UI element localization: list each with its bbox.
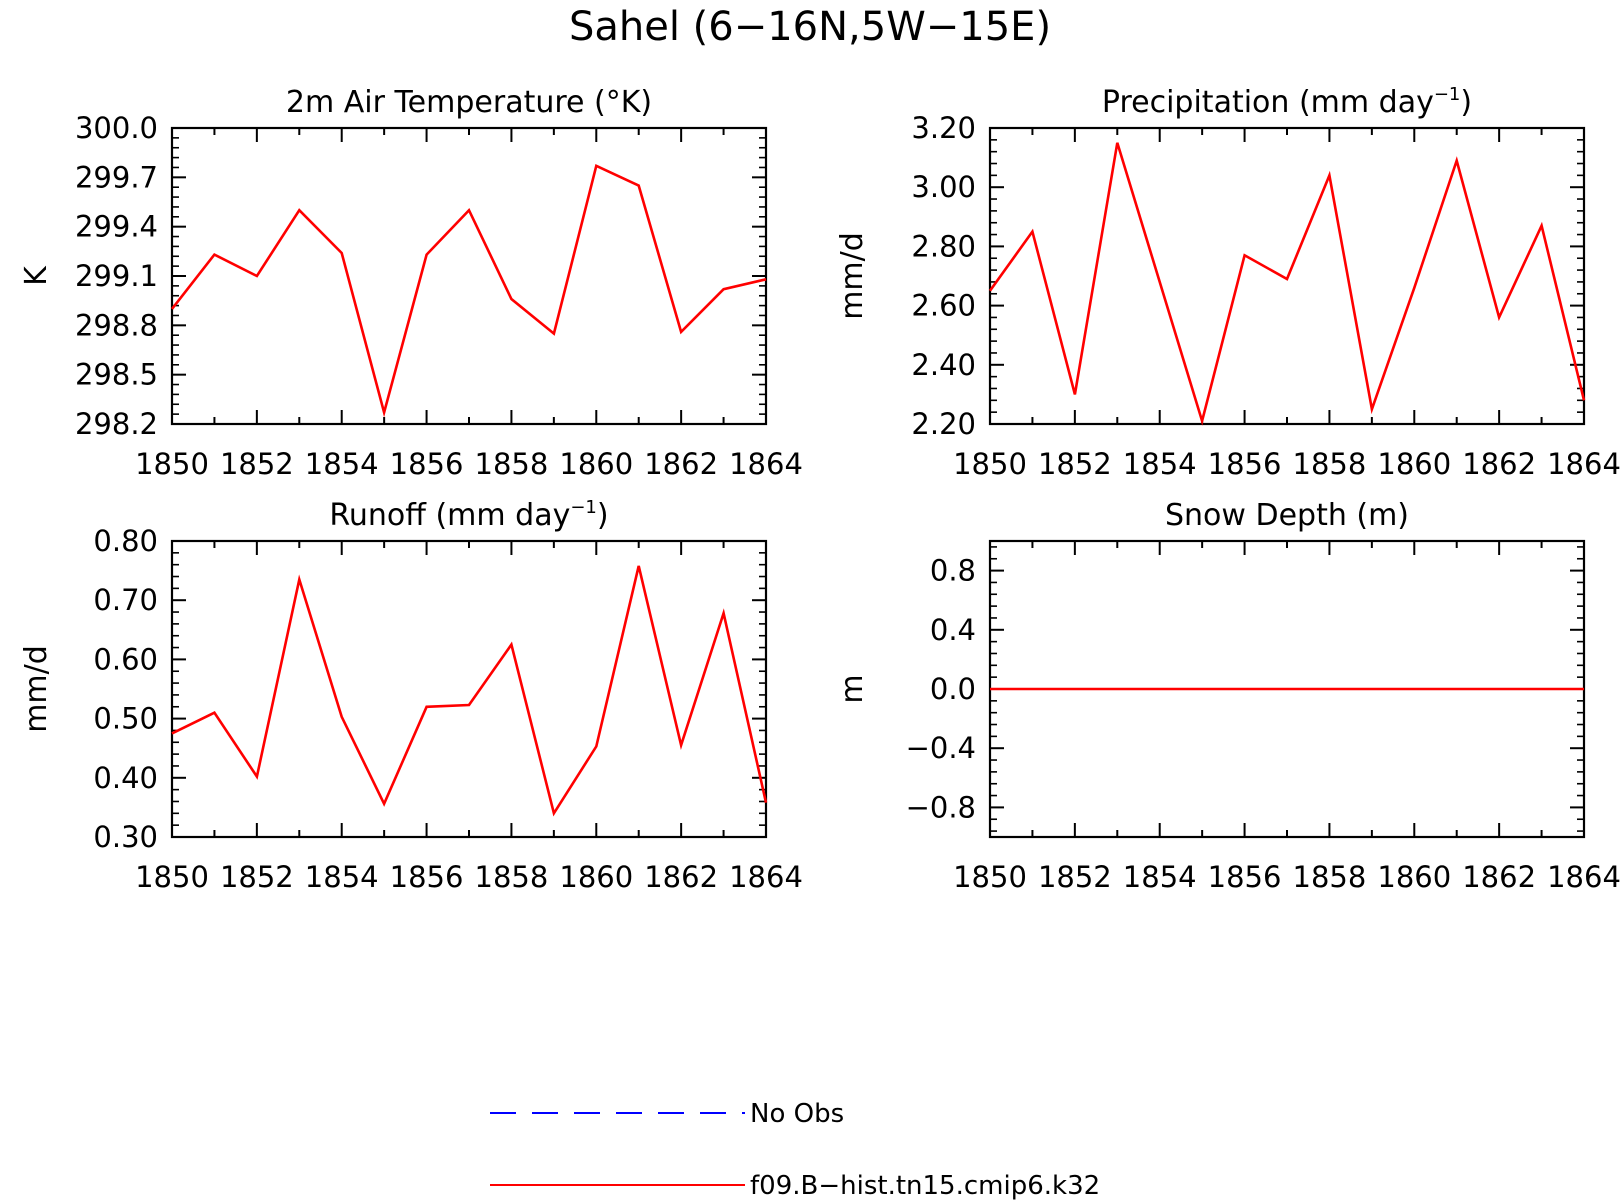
x-tick-label: 1852 <box>220 860 294 894</box>
y-axis-label: mm/d <box>19 645 54 733</box>
x-tick-label: 1854 <box>305 447 379 481</box>
x-tick-label: 1856 <box>390 447 464 481</box>
panel-title: 2m Air Temperature (°K) <box>286 85 652 120</box>
y-tick-label: 3.00 <box>911 170 976 204</box>
x-tick-label: 1862 <box>1462 447 1536 481</box>
legend-label-2: f09.B−hist.tn15.cmip6.k32 <box>750 1171 1100 1200</box>
y-tick-label: 0.80 <box>93 524 158 558</box>
y-tick-label: 0.40 <box>93 761 158 795</box>
y-axis-label: K <box>19 265 54 286</box>
x-tick-label: 1860 <box>559 860 633 894</box>
panel-title: Snow Depth (m) <box>1165 498 1409 533</box>
plot-frame <box>170 126 768 426</box>
x-tick-label: 1862 <box>1462 860 1536 894</box>
y-tick-label: 2.80 <box>911 229 976 263</box>
y-tick-label: 298.8 <box>75 308 158 342</box>
x-tick-label: 1854 <box>1123 447 1197 481</box>
y-tick-label: 0.50 <box>93 702 158 736</box>
chart-panel-3: Runoff (mm day−1) 1850 1852 1854 1856 1858 186… <box>19 497 803 894</box>
series-line <box>170 163 767 418</box>
y-tick-label: 300.0 <box>75 111 158 145</box>
y-tick-label: 299.1 <box>75 259 158 293</box>
y-tick-label: −0.8 <box>906 790 976 824</box>
x-tick-label: 1862 <box>644 860 718 894</box>
chart-panel-4: Snow Depth (m) 1850 1852 1854 1856 1858 1860 18… <box>835 498 1621 894</box>
y-tick-label: 0.30 <box>93 820 158 854</box>
x-tick-label: 1860 <box>559 447 633 481</box>
x-tick-label: 1858 <box>475 447 549 481</box>
panel-title: Precipitation (mm day−1) <box>1102 84 1472 120</box>
y-tick-label: −0.4 <box>906 731 976 765</box>
panels: 2m Air Temperature (°K) 1850 1852 1854 1856 1… <box>19 84 1621 894</box>
y-tick-label: 2.40 <box>911 348 976 382</box>
chart-panel-1: 2m Air Temperature (°K) 1850 1852 1854 1856 1… <box>19 85 803 481</box>
x-tick-label: 1856 <box>1208 860 1282 894</box>
x-tick-label: 1852 <box>1038 860 1112 894</box>
x-tick-label: 1858 <box>475 860 549 894</box>
x-tick-label: 1856 <box>390 860 464 894</box>
x-tick-label: 1850 <box>135 860 209 894</box>
chart-panel-2: Precipitation (mm day−1) 1850 1852 1854 1856… <box>835 84 1621 481</box>
x-tick-label: 1850 <box>135 447 209 481</box>
x-tick-label: 1864 <box>729 860 803 894</box>
y-axis-label: mm/d <box>835 232 870 320</box>
y-tick-label: 298.5 <box>75 358 158 392</box>
y-tick-label: 0.70 <box>93 583 158 617</box>
y-tick-label: 299.4 <box>75 210 158 244</box>
y-tick-label: 299.7 <box>75 160 158 194</box>
series-line <box>988 142 1586 426</box>
plot-frame <box>170 539 768 839</box>
main-title: Sahel (6−16N,5W−15E) <box>569 4 1051 50</box>
x-tick-label: 1852 <box>220 447 294 481</box>
x-tick-label: 1850 <box>953 447 1027 481</box>
legend-label-1: No Obs <box>750 1099 844 1129</box>
x-tick-label: 1852 <box>1038 447 1112 481</box>
x-tick-label: 1850 <box>953 860 1027 894</box>
y-axis-label: m <box>835 674 870 703</box>
x-tick-label: 1862 <box>644 447 718 481</box>
y-tick-label: 2.60 <box>911 289 976 323</box>
x-tick-label: 1864 <box>1547 860 1621 894</box>
x-tick-label: 1854 <box>1123 860 1197 894</box>
y-tick-label: 298.2 <box>75 407 158 441</box>
x-tick-label: 1864 <box>729 447 803 481</box>
y-tick-label: 3.20 <box>911 111 976 145</box>
x-tick-label: 1864 <box>1547 447 1621 481</box>
y-tick-label: 0.60 <box>93 642 158 676</box>
panel-title: Runoff (mm day−1) <box>329 497 608 533</box>
legend: No Obs f09.B−hist.tn15.cmip6.k32 <box>490 1099 1100 1200</box>
x-tick-label: 1860 <box>1377 447 1451 481</box>
x-tick-label: 1856 <box>1208 447 1282 481</box>
x-tick-label: 1860 <box>1377 860 1451 894</box>
x-tick-label: 1854 <box>305 860 379 894</box>
x-tick-label: 1858 <box>1293 447 1367 481</box>
y-tick-label: 0.8 <box>930 554 976 588</box>
x-tick-label: 1858 <box>1293 860 1367 894</box>
y-tick-label: 0.4 <box>930 613 976 647</box>
y-tick-label: 2.20 <box>911 407 976 441</box>
series-line <box>171 565 768 817</box>
y-tick-label: 0.0 <box>930 672 976 706</box>
